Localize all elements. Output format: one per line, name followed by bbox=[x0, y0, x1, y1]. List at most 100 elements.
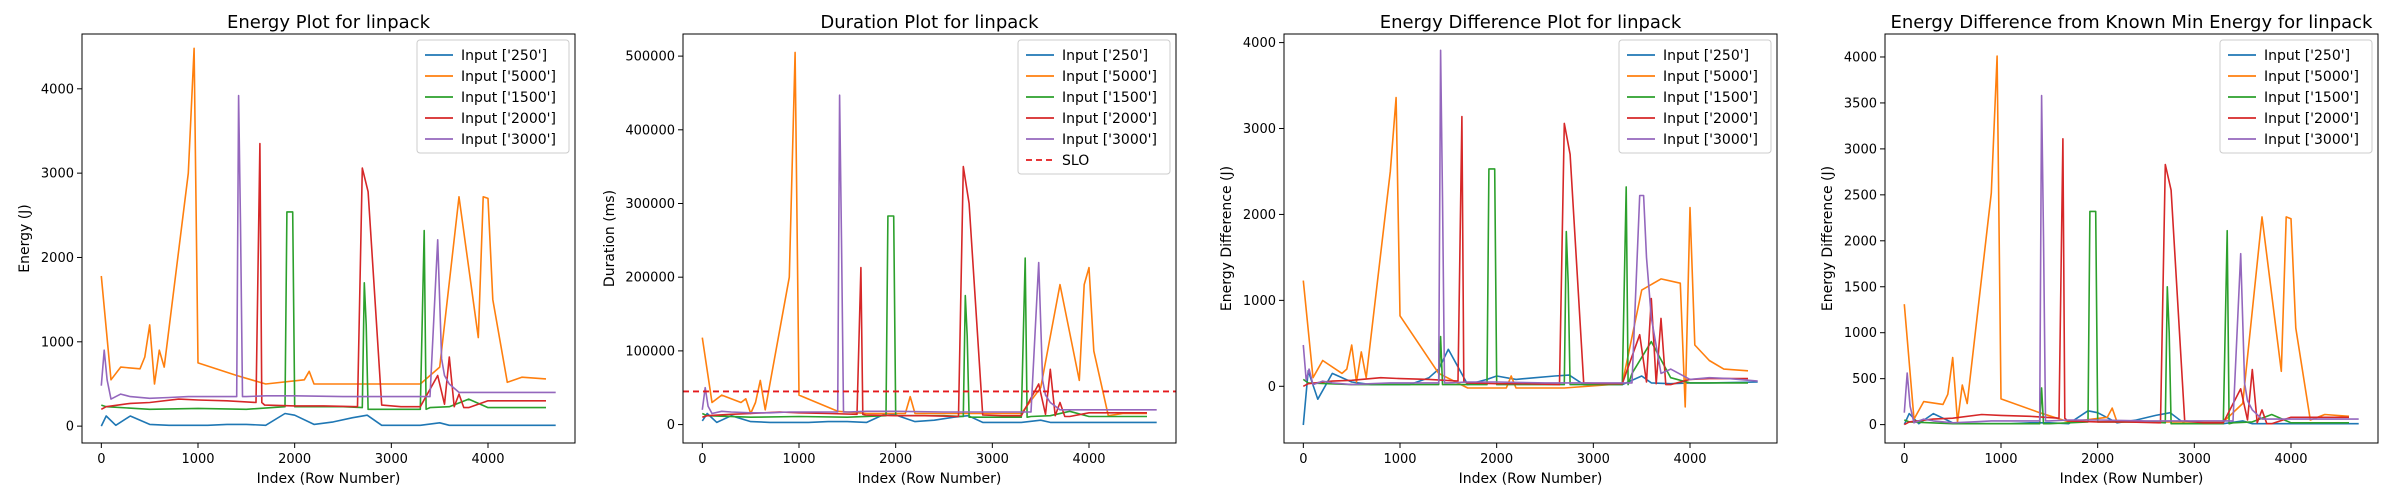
legend: Input ['250'] Input ['5000'] Input ['1500'… bbox=[1017, 39, 1171, 175]
series-line-5 bbox=[100, 94, 556, 400]
legend-label: Input ['1500'] bbox=[2264, 90, 2359, 106]
legend-label: Input ['3000'] bbox=[461, 132, 556, 148]
y-axis-label: Energy Difference (J) bbox=[1219, 166, 1235, 311]
legend-label: Input ['3000'] bbox=[2264, 132, 2359, 148]
y-tick-label: 2500 bbox=[1844, 188, 1877, 203]
x-tick-label: 0 bbox=[1900, 452, 1908, 467]
x-tick-label: 1000 bbox=[782, 452, 815, 467]
y-tick-label: 3000 bbox=[1844, 142, 1877, 157]
legend-box bbox=[1618, 39, 1772, 154]
legend-box bbox=[2219, 39, 2373, 154]
series-line-3 bbox=[101, 211, 546, 411]
plot-frame bbox=[1884, 33, 2379, 444]
y-tick-label: 200000 bbox=[625, 271, 675, 286]
y-tick-label: 1000 bbox=[1243, 294, 1276, 309]
x-tick-label: 2000 bbox=[879, 452, 912, 467]
x-tick-label: 1000 bbox=[1984, 452, 2017, 467]
x-tick-label: 2000 bbox=[2081, 452, 2114, 467]
series-line-4 bbox=[1903, 138, 2349, 426]
series-line-4 bbox=[100, 142, 546, 411]
x-tick-label: 4000 bbox=[1673, 452, 1706, 467]
y-axis-label: Energy Difference (J) bbox=[1820, 166, 1836, 311]
y-tick-label: 0 bbox=[1869, 418, 1877, 433]
x-tick-label: 0 bbox=[1299, 452, 1307, 467]
series-line-2 bbox=[1302, 96, 1749, 408]
series-line-3 bbox=[1302, 168, 1748, 386]
legend: Input ['250'] Input ['5000'] Input ['1500'… bbox=[1618, 39, 1772, 154]
legend-label: Input ['5000'] bbox=[1062, 69, 1157, 85]
legend-label: Input ['5000'] bbox=[1663, 69, 1758, 85]
legend-label: Input ['2000'] bbox=[2264, 111, 2359, 127]
chart-2: Duration Plot for linpack 0 1000 2000 3000 40… bbox=[602, 12, 1177, 487]
y-tick-label: 0 bbox=[66, 420, 74, 435]
y-tick-label: 3000 bbox=[1243, 122, 1276, 137]
y-tick-label: 300000 bbox=[625, 197, 675, 212]
y-axis-label: Duration (ms) bbox=[602, 190, 618, 287]
series-line-1 bbox=[701, 412, 1157, 424]
y-axis-label: Energy (J) bbox=[17, 204, 33, 273]
chart-title: Energy Plot for linpack bbox=[227, 12, 431, 33]
series-line-1 bbox=[1302, 348, 1758, 426]
series-line-1 bbox=[100, 412, 556, 427]
y-tick-label: 2000 bbox=[1243, 208, 1276, 223]
legend-box bbox=[1017, 39, 1171, 175]
x-tick-label: 4000 bbox=[1072, 452, 1105, 467]
series-line-4 bbox=[1302, 115, 1748, 388]
legend-label: SLO bbox=[1062, 153, 1089, 169]
legend-label: Input ['250'] bbox=[461, 48, 547, 64]
x-tick-label: 4000 bbox=[2274, 452, 2307, 467]
y-tick-label: 500000 bbox=[625, 50, 675, 65]
x-tick-label: 1000 bbox=[1383, 452, 1416, 467]
y-tick-label: 4000 bbox=[1243, 36, 1276, 51]
chart-3: Energy Difference Plot for linpack 0 1000 2… bbox=[1219, 12, 1778, 487]
series-line-3 bbox=[701, 215, 1147, 419]
x-tick-label: 1000 bbox=[181, 452, 214, 467]
legend-label: Input ['5000'] bbox=[2264, 69, 2359, 85]
plot-frame bbox=[1283, 33, 1778, 444]
y-tick-label: 4000 bbox=[41, 82, 74, 97]
legend-label: Input ['2000'] bbox=[1062, 111, 1157, 127]
x-tick-label: 3000 bbox=[1577, 452, 1610, 467]
x-tick-label: 3000 bbox=[2178, 452, 2211, 467]
y-tick-label: 4000 bbox=[1844, 50, 1877, 65]
legend-label: Input ['250'] bbox=[1062, 48, 1148, 64]
y-tick-label: 100000 bbox=[625, 344, 675, 359]
y-tick-label: 400000 bbox=[625, 123, 675, 138]
x-tick-label: 0 bbox=[698, 452, 706, 467]
y-tick-label: 500 bbox=[1852, 372, 1877, 387]
chart-1: Energy Plot for linpack 0 1000 2000 3000 4000… bbox=[17, 12, 576, 487]
legend-label: Input ['1500'] bbox=[1663, 90, 1758, 106]
x-tick-label: 3000 bbox=[375, 452, 408, 467]
y-tick-label: 0 bbox=[667, 418, 675, 433]
y-tick-label: 3000 bbox=[41, 167, 74, 182]
legend-label: Input ['1500'] bbox=[461, 90, 556, 106]
y-tick-label: 1000 bbox=[41, 335, 74, 350]
y-tick-label: 2000 bbox=[41, 251, 74, 266]
series-line-4 bbox=[702, 165, 1147, 418]
y-tick-label: 2000 bbox=[1844, 234, 1877, 249]
series-line-5 bbox=[1302, 49, 1758, 386]
chart-4: Energy Difference from Known Min Energy … bbox=[1820, 12, 2379, 487]
x-tick-label: 2000 bbox=[1480, 452, 1513, 467]
x-tick-label: 4000 bbox=[471, 452, 504, 467]
legend-label: Input ['250'] bbox=[1663, 48, 1749, 64]
chart-title: Energy Difference Plot for linpack bbox=[1380, 12, 1682, 33]
plot-frame bbox=[81, 33, 576, 444]
legend-label: Input ['1500'] bbox=[1062, 90, 1157, 106]
y-tick-label: 0 bbox=[1268, 380, 1276, 395]
legend-box bbox=[416, 39, 570, 154]
x-axis-label: Index (Row Number) bbox=[1459, 471, 1603, 487]
legend-label: Input ['5000'] bbox=[461, 69, 556, 85]
plot-frame bbox=[682, 33, 1177, 444]
x-axis-label: Index (Row Number) bbox=[257, 471, 401, 487]
x-tick-label: 0 bbox=[97, 452, 105, 467]
series-line-5 bbox=[701, 94, 1157, 415]
x-tick-label: 3000 bbox=[976, 452, 1009, 467]
chart-title: Duration Plot for linpack bbox=[820, 12, 1039, 33]
legend-label: Input ['3000'] bbox=[1062, 132, 1157, 148]
legend-label: Input ['2000'] bbox=[1663, 111, 1758, 127]
legend: Input ['250'] Input ['5000'] Input ['1500'… bbox=[2219, 39, 2373, 154]
legend-label: Input ['2000'] bbox=[461, 111, 556, 127]
legend: Input ['250'] Input ['5000'] Input ['1500'… bbox=[416, 39, 570, 154]
